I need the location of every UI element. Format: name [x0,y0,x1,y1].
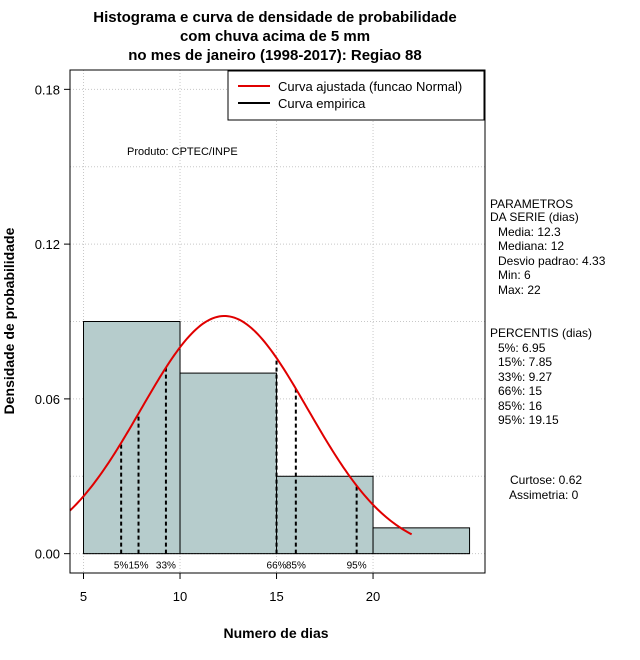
pct-line-15: 15%: 7.85 [498,355,552,369]
axis-ticks: 5 10 15 20 0.00 0.06 0.12 0.18 [35,82,381,604]
x-axis-label: Numero de dias [223,625,328,641]
legend-label-empirical: Curva empirica [278,96,366,111]
assimetria-value: Assimetria: 0 [509,488,579,502]
param-max: Max: 22 [498,283,541,297]
product-annotation: Produto: CPTEC/INPE [127,146,238,158]
x-tick-label-10: 10 [173,589,187,604]
stats-panel: PARAMETROS DA SERIE (dias) Media: 12.3 M… [490,197,606,502]
percentis-title: PERCENTIS (dias) [490,326,592,340]
plot-frame [69,69,486,574]
x-tick-label-15: 15 [269,589,283,604]
percentile-label-95: 95% [347,561,367,572]
x-tick-label-20: 20 [366,589,380,604]
histogram-bars [83,321,471,555]
percentile-label-85: 85% [286,561,306,572]
legend-box [227,70,485,121]
percentile-label-66: 66% [267,561,287,572]
legend: Curva ajustada (funcao Normal) Curva emp… [227,70,485,121]
param-desvio: Desvio padrao: 4.33 [498,254,606,268]
chart-title-line-3: no mes de janeiro (1998-2017): Regiao 88 [128,47,421,64]
normal-curve-line [69,314,413,536]
params-title-1: PARAMETROS [490,197,573,211]
histogram-bar-2 [179,372,278,555]
param-media: Media: 12.3 [498,225,561,239]
percentile-label-33: 33% [156,561,176,572]
pct-line-5: 5%: 6.95 [498,341,546,355]
y-tick-label-3: 0.18 [35,82,60,97]
y-tick-label-1: 0.06 [35,392,60,407]
y-tick-label-0: 0.00 [35,547,60,562]
pct-line-33: 33%: 9.27 [498,370,552,384]
curtose-value: Curtose: 0.62 [510,473,582,487]
chart-title-line-2: com chuva acima de 5 mm [180,28,370,45]
histogram-bar-1 [83,321,181,555]
pct-line-95: 95%: 19.15 [498,413,559,427]
param-mediana: Mediana: 12 [498,239,564,253]
param-min: Min: 6 [498,268,531,282]
legend-label-normal: Curva ajustada (funcao Normal) [278,79,462,94]
params-title-2: DA SERIE (dias) [490,210,579,224]
pct-line-66: 66%: 15 [498,384,542,398]
normal-curve [69,314,413,536]
chart-title-line-1: Histograma e curva de densidade de proba… [93,9,456,26]
percentile-lines: 5% 15% 33% 66% 85% 95% [114,357,367,572]
y-axis-label: Densidade de probabilidade [1,227,17,414]
percentile-label-5: 5% [114,561,129,572]
x-tick-label-5: 5 [80,589,87,604]
histogram-bar-4 [372,527,471,555]
percentile-label-15: 15% [129,561,149,572]
pct-line-85: 85%: 16 [498,399,542,413]
y-tick-label-2: 0.12 [35,237,60,252]
